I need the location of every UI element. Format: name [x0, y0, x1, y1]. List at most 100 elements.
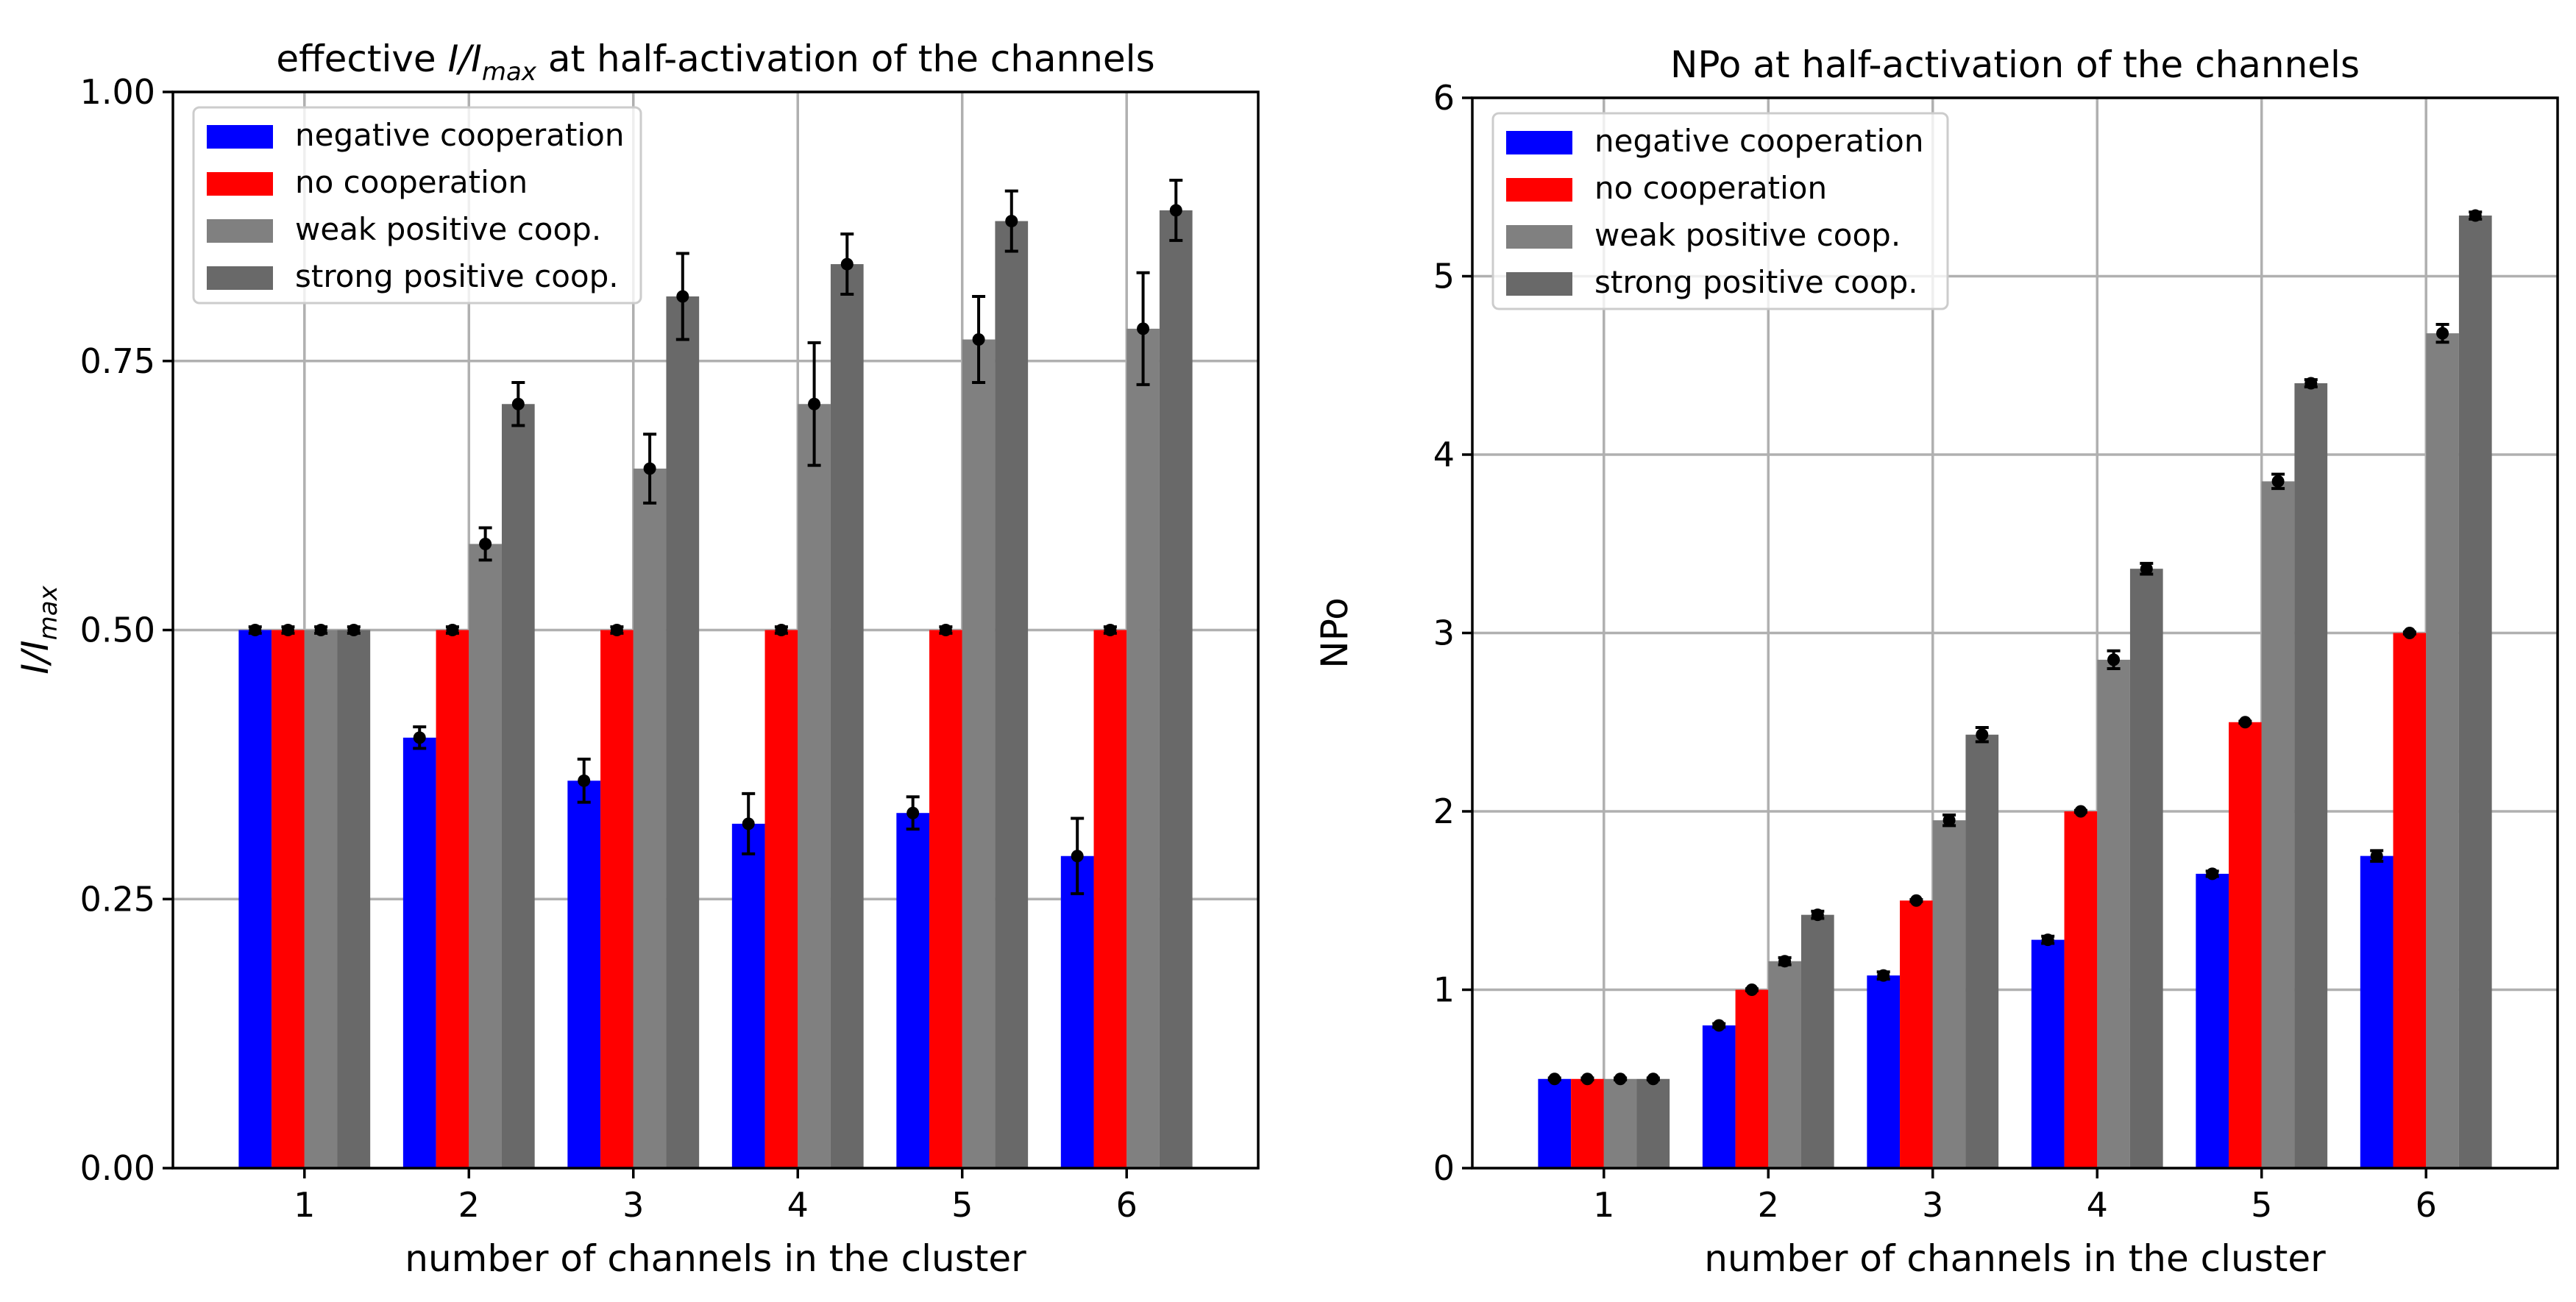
bar-negative-6	[2360, 855, 2394, 1168]
bar-none-5	[929, 630, 962, 1168]
mean-point	[2140, 562, 2153, 575]
mean-point	[643, 462, 656, 475]
mean-point	[479, 537, 492, 550]
mean-point	[972, 332, 985, 346]
error-bar-weak-1	[1614, 1072, 1628, 1086]
bar-strong-2	[1800, 914, 1834, 1168]
bar-negative-2	[1702, 1025, 1736, 1168]
error-bar-none-5	[939, 624, 953, 636]
x-ticks: 1 2 3 4 5 6	[294, 1168, 1138, 1225]
bar-negative-4	[731, 823, 765, 1168]
legend-swatch-weak	[1506, 225, 1572, 249]
legend-label-negative: negative cooperation	[295, 117, 624, 153]
error-bar-strong-5	[1004, 189, 1018, 253]
bars	[238, 210, 1193, 1169]
mean-point	[1169, 204, 1182, 217]
bar-weak-1	[304, 630, 338, 1168]
legend-label-strong: strong positive coop.	[1594, 264, 1918, 300]
error-bar-weak-4	[807, 341, 821, 467]
y-tick-label: 2	[1433, 791, 1455, 831]
error-bar-none-1	[1580, 1072, 1594, 1086]
bar-weak-6	[1126, 328, 1160, 1168]
y-tick-label: 6	[1433, 78, 1455, 118]
y-tick-label: 0.50	[80, 611, 155, 650]
bar-weak-4	[2097, 659, 2130, 1168]
legend: negative cooperation no cooperation weak p…	[1491, 112, 1949, 310]
x-tick-label: 6	[1116, 1185, 1138, 1225]
mean-point	[906, 806, 920, 819]
mean-point	[2238, 716, 2252, 729]
legend-box	[192, 106, 642, 305]
mean-point	[2271, 474, 2285, 488]
legend-label-none: no cooperation	[295, 164, 528, 200]
bar-strong-5	[995, 221, 1029, 1168]
bar-none-5	[2229, 722, 2262, 1168]
legend-label-weak: weak positive coop.	[295, 211, 601, 247]
error-bar-negative-4	[2041, 933, 2055, 947]
error-bar-negative-5	[906, 795, 920, 831]
bar-weak-1	[1603, 1078, 1637, 1168]
bar-weak-2	[1768, 961, 1801, 1168]
x-tick-label: 1	[294, 1185, 315, 1225]
bar-none-6	[2393, 633, 2427, 1168]
mean-point	[1712, 1019, 1725, 1032]
error-bar-negative-6	[1071, 817, 1085, 895]
y-tick-label: 1	[1433, 970, 1455, 1010]
error-bar-strong-5	[2304, 377, 2318, 390]
mean-point	[2107, 653, 2121, 666]
y-tick-label: 0	[1433, 1148, 1455, 1188]
mean-point	[1976, 728, 1989, 741]
error-bar-strong-3	[1975, 726, 1989, 744]
legend-label-negative: negative cooperation	[1594, 123, 1923, 159]
error-bar-strong-1	[347, 624, 361, 636]
bar-none-4	[764, 630, 798, 1168]
bar-strong-6	[2458, 216, 2492, 1168]
mean-point	[347, 624, 361, 636]
bar-negative-6	[1060, 855, 1094, 1168]
chart-right: 0 1 2 3 4 5 6 1 2 3 4 5 6 number of channels in the c…	[1313, 43, 2559, 1280]
error-bar-strong-4	[2140, 561, 2154, 576]
bar-weak-6	[2426, 333, 2459, 1169]
error-bar-weak-3	[1942, 813, 1956, 828]
x-tick-label: 3	[1922, 1185, 1943, 1225]
error-bar-weak-1	[314, 624, 328, 636]
mean-point	[1614, 1072, 1627, 1086]
error-bar-weak-2	[1778, 955, 1792, 968]
error-bar-strong-2	[511, 381, 525, 427]
bar-strong-6	[1159, 210, 1193, 1169]
error-bar-negative-4	[742, 791, 756, 855]
error-bar-none-3	[610, 624, 624, 636]
error-bar-strong-1	[1646, 1072, 1660, 1086]
mean-point	[578, 774, 591, 787]
x-tick-label: 1	[1593, 1185, 1614, 1225]
error-bar-none-6	[2402, 627, 2416, 639]
mean-point	[511, 397, 525, 410]
bar-none-1	[272, 630, 305, 1168]
bar-weak-5	[962, 339, 996, 1168]
mean-point	[1745, 983, 1759, 996]
error-bar-weak-5	[2271, 472, 2285, 491]
mean-point	[446, 624, 459, 636]
error-bar-none-1	[281, 624, 295, 636]
mean-point	[1909, 894, 1923, 907]
error-bar-negative-3	[577, 758, 591, 804]
x-tick-label: 4	[787, 1185, 809, 1225]
mean-point	[2469, 209, 2482, 222]
mean-point	[1580, 1072, 1594, 1086]
mean-point	[840, 257, 854, 271]
bars	[1538, 216, 2492, 1169]
mean-point	[1811, 908, 1824, 922]
chart-title: NPo at half-activation of the channels	[1670, 43, 2360, 86]
bar-strong-4	[2129, 569, 2163, 1168]
mean-point	[2304, 377, 2318, 390]
bar-strong-3	[666, 296, 700, 1169]
error-bar-none-4	[2073, 805, 2087, 818]
error-bar-negative-6	[2370, 849, 2384, 863]
y-tick-label: 4	[1433, 435, 1455, 474]
error-bar-weak-2	[478, 526, 492, 562]
mean-point	[2436, 327, 2449, 340]
legend-swatch-negative	[1506, 131, 1572, 154]
y-tick-label: 0.00	[80, 1148, 155, 1188]
legend-swatch-negative	[207, 125, 273, 149]
legend-swatch-weak	[207, 219, 273, 243]
